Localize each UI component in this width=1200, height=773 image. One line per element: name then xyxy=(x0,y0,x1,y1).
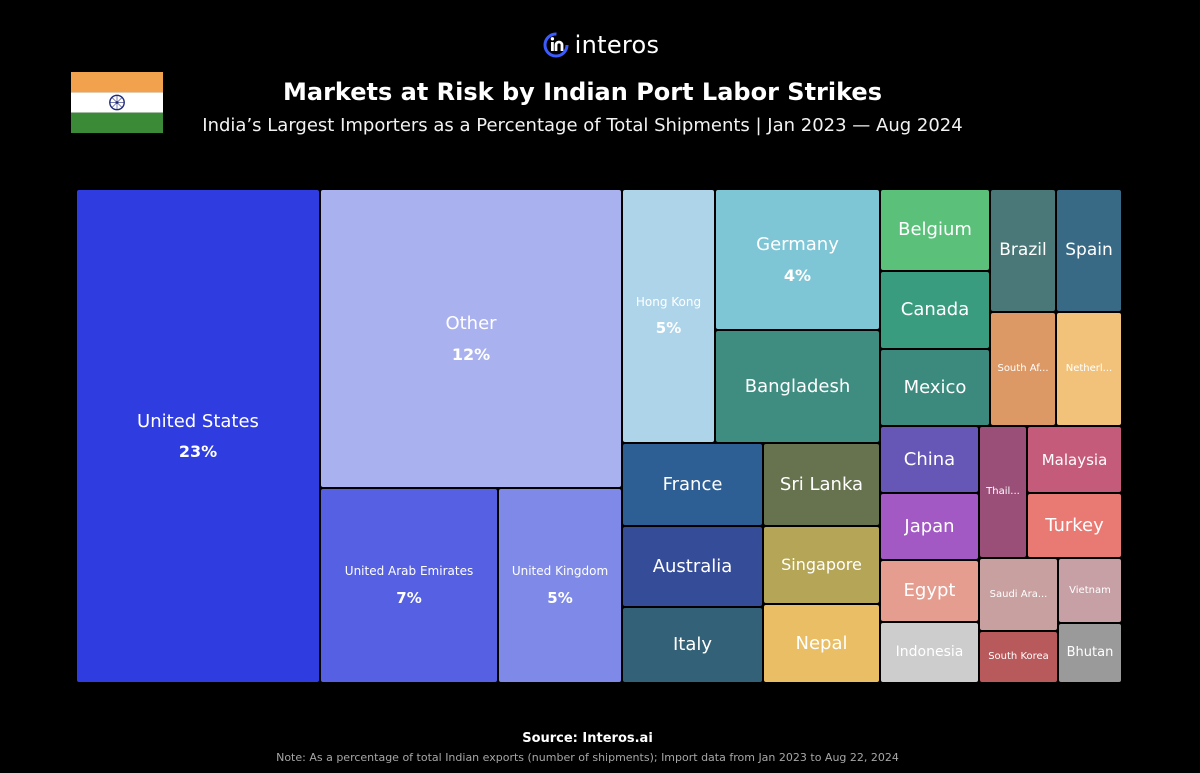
treemap-cell-label: Turkey xyxy=(1045,514,1104,536)
treemap-cell-label: Netherl... xyxy=(1065,363,1113,374)
chart-subtitle: India’s Largest Importers as a Percentag… xyxy=(202,115,963,136)
treemap-cell-spain: Spain xyxy=(1057,190,1121,311)
treemap-cell-label: United Arab Emirates xyxy=(344,564,474,579)
treemap-cell-australia: Australia xyxy=(623,527,762,606)
treemap-cell-label: United Kingdom xyxy=(511,564,609,579)
treemap-cell-label: Indonesia xyxy=(895,644,964,661)
treemap-cell-indonesia: Indonesia xyxy=(881,623,978,682)
treemap-cell-label: Sri Lanka xyxy=(779,473,864,495)
treemap-cell-label: South Korea xyxy=(988,651,1049,662)
treemap-cell-label: Bangladesh xyxy=(744,375,851,397)
treemap-cell-united-arab-emirates: United Arab Emirates 7% xyxy=(321,489,497,682)
treemap-cell-label: Italy xyxy=(672,634,713,656)
treemap-cell-value: 5% xyxy=(655,319,682,338)
treemap-cell-label: Thail... xyxy=(986,486,1020,497)
treemap-cell-germany: Germany 4% xyxy=(716,190,879,329)
treemap-cell-label: Saudi Ara... xyxy=(989,588,1048,600)
treemap-cell-united-kingdom: United Kingdom 5% xyxy=(499,489,621,682)
treemap-cell-value: 4% xyxy=(783,265,812,285)
treemap-cell-label: Brazil xyxy=(999,240,1047,261)
treemap-cell-label: France xyxy=(662,473,723,495)
chart-title: Markets at Risk by Indian Port Labor Str… xyxy=(283,78,882,106)
treemap-cell-sri-lanka: Sri Lanka xyxy=(764,444,879,525)
treemap-cell-label: Australia xyxy=(652,555,733,577)
treemap-cell-nepal: Nepal xyxy=(764,605,879,682)
brand-name: interos xyxy=(574,31,660,59)
treemap-cell-label: Nepal xyxy=(795,632,848,654)
treemap-cell-label: China xyxy=(903,448,956,470)
treemap-cell-value: 23% xyxy=(178,442,218,462)
treemap-cell-brazil: Brazil xyxy=(991,190,1055,311)
treemap-cell-label: Germany xyxy=(756,234,839,256)
treemap-cell-south-korea: South Korea xyxy=(980,632,1057,682)
treemap-cell-bangladesh: Bangladesh xyxy=(716,331,879,442)
treemap-cell-japan: Japan xyxy=(881,494,978,559)
treemap-cell-label: Spain xyxy=(1065,240,1113,261)
treemap-cell-united-states: United States 23% xyxy=(77,190,319,682)
source-credit: Source: Interos.ai xyxy=(522,731,653,746)
treemap-cell-label: Bhutan xyxy=(1066,645,1114,661)
brand-logo: interos xyxy=(0,30,1200,60)
treemap-cell-label: United States xyxy=(137,410,259,432)
treemap-cell-label: Singapore xyxy=(781,555,862,575)
treemap-cell-value: 12% xyxy=(451,344,491,364)
treemap-cell-egypt: Egypt xyxy=(881,561,978,621)
treemap-cell-label: Mexico xyxy=(903,376,967,398)
footnote: Note: As a percentage of total Indian ex… xyxy=(276,751,899,764)
treemap-cell-value: 5% xyxy=(547,588,573,607)
treemap-cell-malaysia: Malaysia xyxy=(1028,427,1121,492)
treemap-cell-label: Belgium xyxy=(898,219,972,241)
treemap-cell-singapore: Singapore xyxy=(764,527,879,603)
treemap-cell-belgium: Belgium xyxy=(881,190,989,270)
india-flag-icon xyxy=(71,72,163,133)
treemap-cell-label: Other xyxy=(445,313,497,335)
treemap-cell-turkey: Turkey xyxy=(1028,494,1121,557)
treemap-cell-bhutan: Bhutan xyxy=(1059,624,1121,682)
treemap-cell-saudi-ara: Saudi Ara... xyxy=(980,559,1057,630)
treemap-cell-france: France xyxy=(623,444,762,525)
treemap-cell-label: Japan xyxy=(904,515,955,537)
treemap-cell-label: Malaysia xyxy=(1041,450,1108,469)
treemap-cell-other: Other 12% xyxy=(321,190,621,487)
treemap-cell-label: Vietnam xyxy=(1069,584,1111,596)
treemap-cell-south-af: South Af... xyxy=(991,313,1055,425)
treemap-cell-label: Canada xyxy=(900,299,970,321)
treemap-cell-china: China xyxy=(881,427,978,492)
treemap-cell-label: Egypt xyxy=(903,580,956,602)
treemap-cell-label: Hong Kong xyxy=(635,294,702,309)
treemap-cell-hong-kong: Hong Kong 5% xyxy=(623,190,714,442)
treemap-cell-value: 7% xyxy=(396,588,422,607)
treemap-cell-vietnam: Vietnam xyxy=(1059,559,1121,622)
treemap-cell-italy: Italy xyxy=(623,608,762,682)
treemap-cell-thail: Thail... xyxy=(980,427,1026,557)
treemap-cell-mexico: Mexico xyxy=(881,350,989,425)
treemap-cell-label: South Af... xyxy=(997,363,1049,374)
treemap-cell-netherl: Netherl... xyxy=(1057,313,1121,425)
interos-logo-icon xyxy=(543,32,569,58)
treemap-cell-canada: Canada xyxy=(881,272,989,348)
